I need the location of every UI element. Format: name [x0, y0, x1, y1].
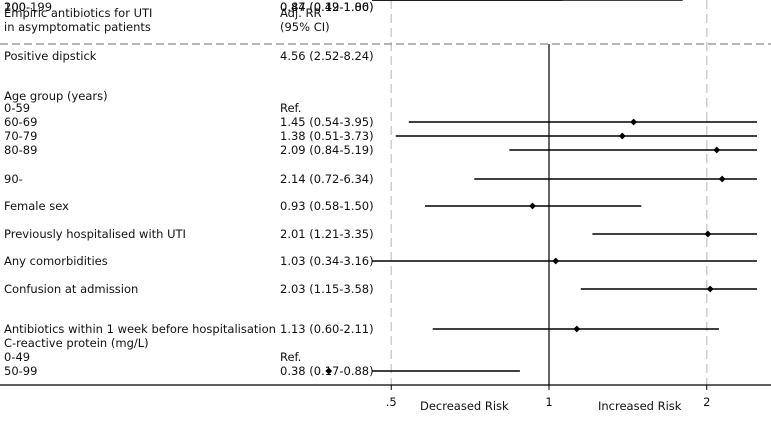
x-tick-label: 1 [545, 395, 552, 409]
row-label: 200- [4, 0, 31, 14]
row-label: Any comorbidities [4, 254, 108, 268]
header-label-line1: Empiric antibiotics for UTI [4, 6, 153, 20]
row-label: C-reactive protein (mg/L) [4, 336, 149, 350]
row-value: 0.87 (0.42-1.80) [280, 0, 374, 14]
row-value: 1.45 (0.54-3.95) [280, 115, 374, 129]
point-estimate [630, 118, 637, 126]
row-label: Age group (years) [4, 89, 108, 103]
row-value: Ref. [280, 350, 302, 364]
point-estimate [618, 132, 626, 140]
row-value: 2.01 (1.21-3.35) [280, 227, 374, 241]
point-estimate [573, 325, 581, 333]
row-value: 0.93 (0.58-1.50) [280, 199, 374, 213]
row-label: Antibiotics within 1 week before hospita… [4, 322, 276, 336]
row-value: 1.13 (0.60-2.11) [280, 322, 374, 336]
header-value-line1: Adj. RR [280, 6, 322, 20]
row-value: 4.56 (2.52-8.24) [280, 49, 374, 63]
point-estimate [529, 202, 536, 210]
row-label: 0-59 [4, 101, 31, 115]
point-estimate [713, 146, 721, 154]
point-estimate [325, 367, 333, 375]
row-value: 2.03 (1.15-3.58) [280, 282, 374, 296]
point-estimate [706, 285, 714, 293]
header-value-line2: (95% CI) [280, 20, 330, 34]
row-value: 1.38 (0.51-3.73) [280, 129, 374, 143]
row-label: 70-79 [4, 129, 38, 143]
x-tick-label: .5 [386, 395, 397, 409]
row-label: 90- [4, 172, 23, 186]
row-label: 100-199 [4, 0, 53, 14]
point-estimate [718, 175, 726, 183]
row-value: 1.03 (0.34-3.16) [280, 254, 374, 268]
row-label: 80-89 [4, 143, 38, 157]
point-estimate [552, 257, 560, 265]
x-tick-label: 2 [703, 395, 710, 409]
row-label: Positive dipstick [4, 49, 97, 63]
row-value: 2.14 (0.72-6.34) [280, 172, 374, 186]
row-label: Confusion at admission [4, 282, 139, 296]
row-label: 50-99 [4, 364, 38, 378]
row-value: 2.09 (0.84-5.19) [280, 143, 374, 157]
xlabel-decreased-risk: Decreased Risk [420, 399, 509, 413]
header-label-line2: in asymptomatic patients [4, 20, 151, 34]
row-label: 0-49 [4, 350, 31, 364]
point-estimate [704, 230, 712, 238]
row-label: Female sex [4, 199, 69, 213]
row-value: Ref. [280, 101, 302, 115]
row-label: Previously hospitalised with UTI [4, 227, 186, 241]
row-value: 0.44 (0.19-1.06) [280, 0, 374, 14]
row-label: 60-69 [4, 115, 38, 129]
xlabel-increased-risk: Increased Risk [598, 399, 682, 413]
row-value: 0.38 (0.17-0.88) [280, 364, 374, 378]
